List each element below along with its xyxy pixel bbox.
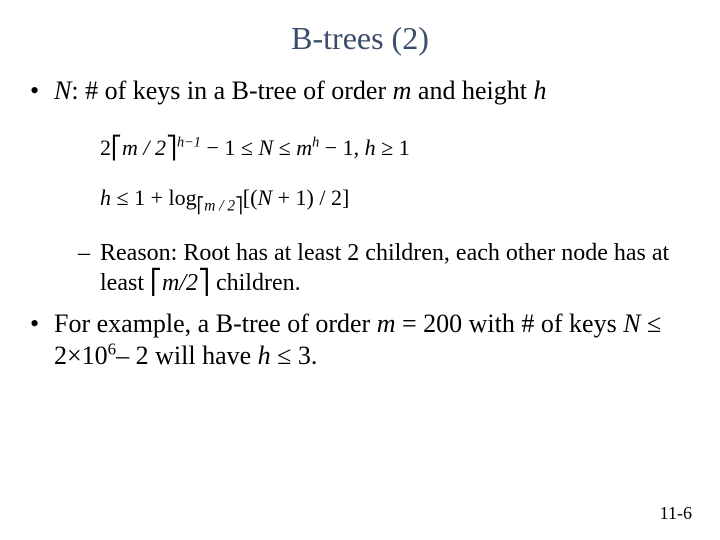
- ceil-right-icon: ⎤: [166, 135, 177, 160]
- b3-a: For example, a B-tree of order: [54, 309, 377, 338]
- f1-c: ≤: [273, 135, 296, 160]
- f2-N: N: [257, 185, 272, 210]
- f1-exp: h−1: [177, 134, 201, 150]
- f1-d: − 1,: [319, 135, 364, 160]
- f1-hge: h: [365, 135, 376, 160]
- b3-m: m: [377, 309, 396, 338]
- ceil-right-icon: ⎤: [235, 197, 243, 214]
- b3-exp: 6: [108, 339, 116, 358]
- b3-b: = 200 with # of keys: [395, 309, 623, 338]
- f1-m2: m / 2: [122, 135, 166, 160]
- b3-h: h: [258, 341, 271, 370]
- formula-line-1: 2⎡m / 2⎤h−1 − 1 ≤ N ≤ mh − 1, h ≥ 1: [100, 126, 690, 170]
- f2-sub-m2: m / 2: [204, 197, 235, 214]
- var-h: h: [533, 76, 546, 105]
- f2-b: [(: [243, 185, 258, 210]
- var-m: m: [393, 76, 412, 105]
- f1-2: 2: [100, 135, 111, 160]
- formula-block: 2⎡m / 2⎤h−1 − 1 ≤ N ≤ mh − 1, h ≥ 1 h ≤ …: [100, 126, 690, 220]
- bullet-keys-definition: •N: # of keys in a B-tree of order m and…: [30, 75, 690, 108]
- bullet-dot: •: [30, 75, 54, 108]
- dash-icon: –: [78, 238, 100, 268]
- ceil-right-icon: ⎤: [198, 270, 210, 296]
- b3-N: N: [623, 309, 640, 338]
- bullet-example: •For example, a B-tree of order m = 200 …: [30, 308, 690, 373]
- f2-c: + 1) / 2]: [272, 185, 349, 210]
- ceil-left-icon: ⎡: [111, 135, 122, 160]
- text-b1-mid: : # of keys in a B-tree of order: [71, 76, 392, 105]
- f2-a: ≤ 1 + log: [111, 185, 197, 210]
- b2-b: children.: [210, 270, 301, 296]
- b2-m2: m/2: [162, 270, 198, 296]
- bullet-reason: –Reason: Root has at least 2 children, e…: [78, 238, 690, 298]
- f2-h: h: [100, 185, 111, 210]
- b3-e: ≤ 3.: [271, 341, 318, 370]
- f1-N: N: [258, 135, 273, 160]
- ceil-left-icon: ⎡: [150, 270, 162, 296]
- slide-title: B-trees (2): [30, 20, 690, 57]
- text-b1-and: and height: [411, 76, 533, 105]
- formula-line-2: h ≤ 1 + log⎡m / 2⎤[(N + 1) / 2]: [100, 176, 690, 220]
- page-number: 11-6: [660, 503, 692, 524]
- b3-d: – 2 will have: [116, 341, 258, 370]
- var-N: N: [54, 76, 71, 105]
- f1-b: − 1 ≤: [201, 135, 258, 160]
- bullet-dot: •: [30, 308, 54, 341]
- f1-m: m: [296, 135, 312, 160]
- f1-e: ≥ 1: [376, 135, 410, 160]
